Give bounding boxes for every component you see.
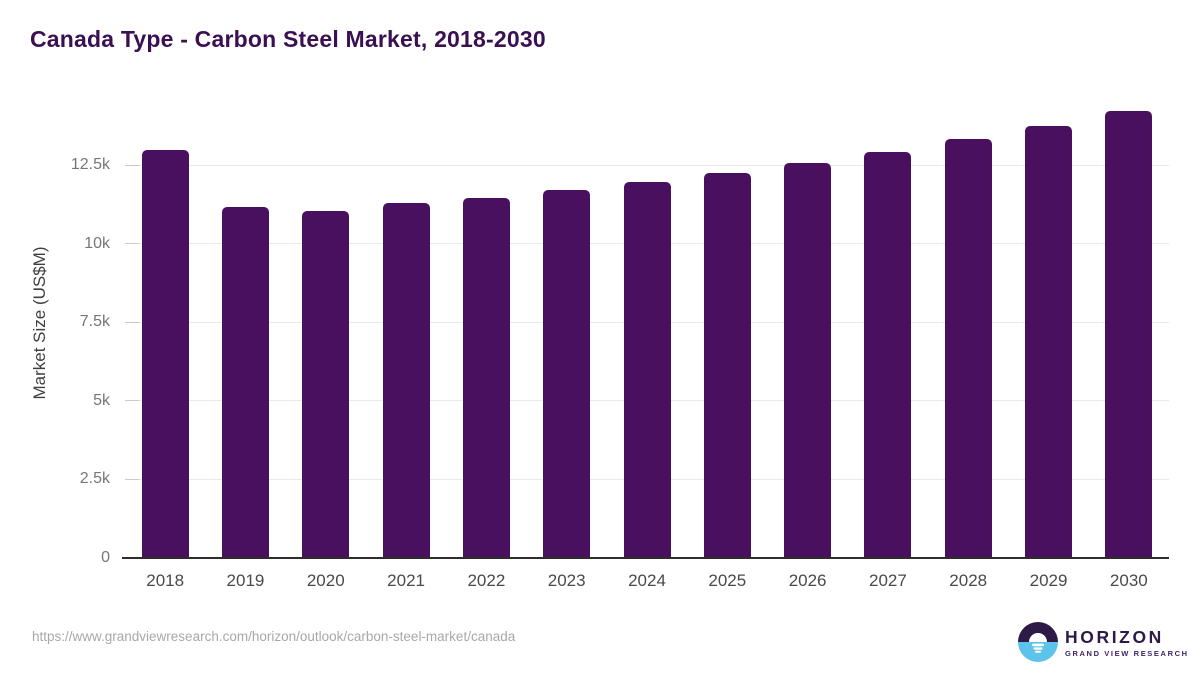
bar-2023 [543,189,591,558]
x-axis-line [122,557,1169,559]
x-tick-label-2026: 2026 [788,571,827,590]
x-tick-label-2020: 2020 [306,571,345,590]
y-tick-label: 10k [84,234,110,252]
y-tick-label: 12.5k [70,156,110,174]
plot-area: 0 2.5k 5k 7.5k 10k 12.5k 2018 2019 2020 2021 2022 2… [71,100,1169,590]
x-tick-label-2025: 2025 [708,571,747,590]
bar-2030 [1105,110,1153,558]
y-tick-mark [125,321,139,323]
horizon-logo-icon [1018,622,1058,662]
x-tick-label-2023: 2023 [547,571,586,590]
x-tick-label-2029: 2029 [1029,571,1068,590]
gridline [125,164,1169,166]
y-axis-title: Market Size (US$M) [30,246,49,400]
bar-2029 [1025,125,1073,558]
x-tick-label-2021: 2021 [387,571,425,590]
bar-2019 [221,206,269,558]
bar-2024 [623,181,671,558]
logo-text: HORIZON GRAND VIEW RESEARCH [1065,627,1189,658]
logo-tagline: GRAND VIEW RESEARCH [1065,648,1189,658]
bar-2028 [944,139,992,558]
y-tick-mark [125,400,139,402]
bar-2022 [462,198,510,558]
x-tick-label-2022: 2022 [467,571,506,590]
bar-2018 [141,149,189,558]
bar-2026 [784,162,832,558]
bar-2027 [864,152,912,558]
y-tick-label: 5k [93,391,110,409]
page-title: Canada Type - Carbon Steel Market, 2018-… [30,26,546,52]
logo-wordmark: HORIZON [1065,626,1164,647]
x-tick-label-2018: 2018 [146,571,185,590]
source-url: https://www.grandviewresearch.com/horizo… [32,629,516,644]
x-tick-label-2028: 2028 [949,571,988,590]
bar-2020 [302,210,350,558]
logo: HORIZON GRAND VIEW RESEARCH [1018,622,1189,662]
y-tick-mark [125,243,139,245]
x-tick-label-2024: 2024 [628,571,666,590]
y-tick-mark [125,478,139,480]
x-tick-label-2030: 2030 [1109,571,1148,590]
bar-2021 [382,203,430,558]
x-tick-label-2019: 2019 [226,571,265,590]
x-tick-label-2027: 2027 [869,571,907,590]
bar-2025 [703,173,751,558]
y-tick-mark [125,164,139,166]
y-tick-label: 0 [101,549,110,566]
y-tick-label: 2.5k [79,470,110,488]
y-tick-label: 7.5k [79,313,110,331]
